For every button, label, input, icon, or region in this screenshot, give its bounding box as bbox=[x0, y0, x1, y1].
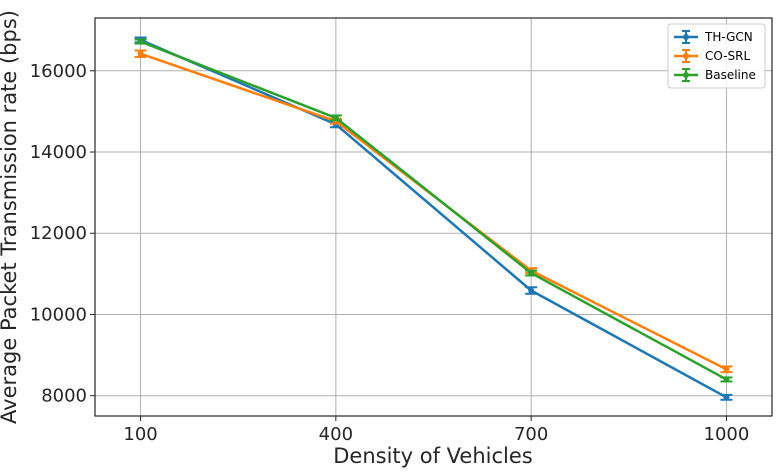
x-axis-title: Density of Vehicles bbox=[333, 444, 532, 468]
legend-box bbox=[667, 23, 766, 89]
series-line bbox=[140, 40, 728, 381]
plot-frame bbox=[94, 17, 773, 417]
data-point bbox=[723, 366, 730, 373]
y-tick-label: 12000 bbox=[30, 223, 87, 244]
data-point bbox=[528, 270, 535, 277]
legend-label: CO-SRL bbox=[705, 49, 750, 63]
y-tick-label: 10000 bbox=[30, 304, 87, 325]
data-point bbox=[723, 376, 730, 383]
y-tick-label: 16000 bbox=[30, 61, 87, 82]
y-axis-title: Average Packet Transmission rate (bps) bbox=[0, 10, 21, 424]
legend-marker bbox=[683, 53, 689, 59]
grid bbox=[95, 18, 772, 416]
series-line bbox=[140, 38, 728, 399]
legend-item: CO-SRL bbox=[674, 49, 750, 63]
legend-item: Baseline bbox=[674, 68, 756, 82]
y-axis-ticks: 8000 10000 12000 14000 16000 bbox=[30, 61, 95, 407]
data-point bbox=[528, 287, 535, 294]
legend-item: TH-GCN bbox=[674, 30, 753, 44]
legend-marker bbox=[683, 34, 689, 40]
data-point bbox=[723, 394, 730, 401]
data-point bbox=[137, 50, 144, 57]
series-layer bbox=[134, 36, 733, 401]
legend: TH-GCN CO-SRL Baseline bbox=[667, 23, 766, 89]
data-point bbox=[332, 114, 339, 121]
x-tick-label: 400 bbox=[319, 424, 353, 445]
series-co-srl bbox=[134, 49, 733, 374]
data-point bbox=[137, 38, 144, 45]
legend-label: TH-GCN bbox=[704, 30, 753, 44]
series-line bbox=[140, 52, 727, 371]
legend-marker bbox=[683, 72, 689, 78]
y-tick-label: 14000 bbox=[30, 142, 87, 163]
series-th-gcn bbox=[134, 36, 733, 401]
x-axis-ticks: 100 400 700 1000 bbox=[123, 416, 749, 445]
x-tick-label: 700 bbox=[514, 424, 548, 445]
y-tick-label: 8000 bbox=[41, 386, 87, 407]
x-tick-label: 100 bbox=[123, 424, 157, 445]
series-baseline bbox=[134, 38, 733, 383]
x-tick-label: 1000 bbox=[704, 424, 750, 445]
legend-label: Baseline bbox=[705, 68, 756, 82]
